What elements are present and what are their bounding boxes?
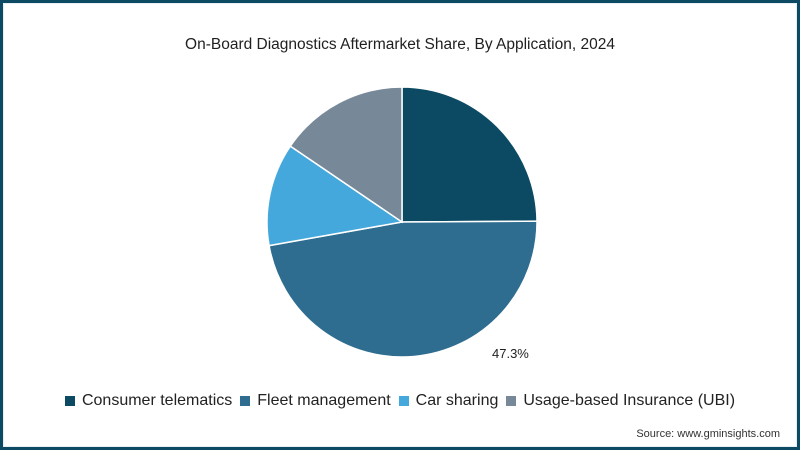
pie-slice-consumer-telematics[interactable]	[401, 86, 538, 223]
legend-item-ubi[interactable]: Usage-based Insurance (UBI)	[506, 392, 735, 410]
ubi-swatch-icon	[506, 396, 517, 406]
pie-slice-usage-based-insurance-ubi[interactable]	[289, 86, 403, 224]
legend-label: Fleet management	[257, 392, 391, 409]
source-note: Source: www.gminsights.com	[636, 428, 780, 440]
chart-title: On-Board Diagnostics Aftermarket Share, …	[185, 36, 615, 53]
legend-item-fleet-management[interactable]: Fleet management	[240, 392, 391, 410]
chart-legend: Consumer telematics Fleet management Car…	[0, 392, 800, 410]
legend-item-car-sharing[interactable]: Car sharing	[398, 392, 499, 410]
fleet-management-swatch-icon	[240, 396, 251, 406]
legend-label: Usage-based Insurance (UBI)	[523, 392, 736, 409]
consumer-telematics-swatch-icon	[64, 396, 75, 406]
legend-label: Car sharing	[415, 392, 499, 409]
pie-slice-fleet-management[interactable]	[268, 220, 538, 358]
pie-slice-car-sharing[interactable]	[266, 145, 404, 247]
legend-item-consumer-telematics[interactable]: Consumer telematics	[64, 392, 233, 410]
legend-label: Consumer telematics	[81, 392, 233, 409]
car-sharing-swatch-icon	[398, 396, 409, 406]
fleet-management-data-label: 47.3%	[492, 346, 529, 361]
